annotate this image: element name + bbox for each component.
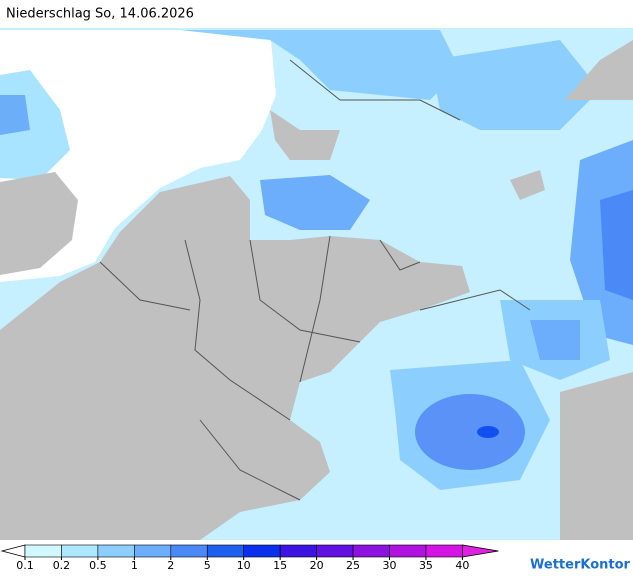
- legend-tick-label: 15: [273, 559, 287, 572]
- legend-swatch: [206, 544, 245, 558]
- legend-tick-label: 20: [310, 559, 324, 572]
- legend-swatch: [352, 544, 390, 558]
- legend-swatch: [389, 544, 427, 558]
- legend-tick-label: 2: [167, 559, 174, 572]
- legend-tick-label: 25: [346, 559, 360, 572]
- map: [0, 28, 633, 540]
- legend-tick-label: 40: [455, 559, 469, 572]
- legend-under-arrow: [0, 544, 26, 558]
- brand-logo: WetterKontor: [530, 558, 631, 573]
- legend: 0.1 0.2 0.5 1 2 5 10 15 20 25 30 35 40: [0, 544, 499, 572]
- legend-tick-label: 5: [204, 559, 211, 572]
- legend-tick-label: 1: [131, 559, 138, 572]
- legend-swatch: [425, 544, 463, 558]
- legend-tick-label: 0.1: [16, 559, 34, 572]
- legend-tick-label: 35: [419, 559, 433, 572]
- legend-swatch: [279, 544, 317, 558]
- legend-swatch: [97, 544, 135, 558]
- legend-over-arrow: [461, 544, 499, 558]
- map-title: Niederschlag So, 14.06.2026: [6, 7, 194, 22]
- legend-swatch: [61, 544, 99, 558]
- legend-tick-label: 30: [383, 559, 397, 572]
- legend-swatch: [24, 544, 62, 558]
- legend-tick-label: 0.2: [53, 559, 71, 572]
- legend-tick-label: 0.5: [89, 559, 107, 572]
- legend-swatch: [243, 544, 281, 558]
- legend-swatch: [134, 544, 172, 558]
- legend-tick-label: 10: [237, 559, 251, 572]
- legend-swatch: [316, 544, 354, 558]
- legend-swatch: [170, 544, 208, 558]
